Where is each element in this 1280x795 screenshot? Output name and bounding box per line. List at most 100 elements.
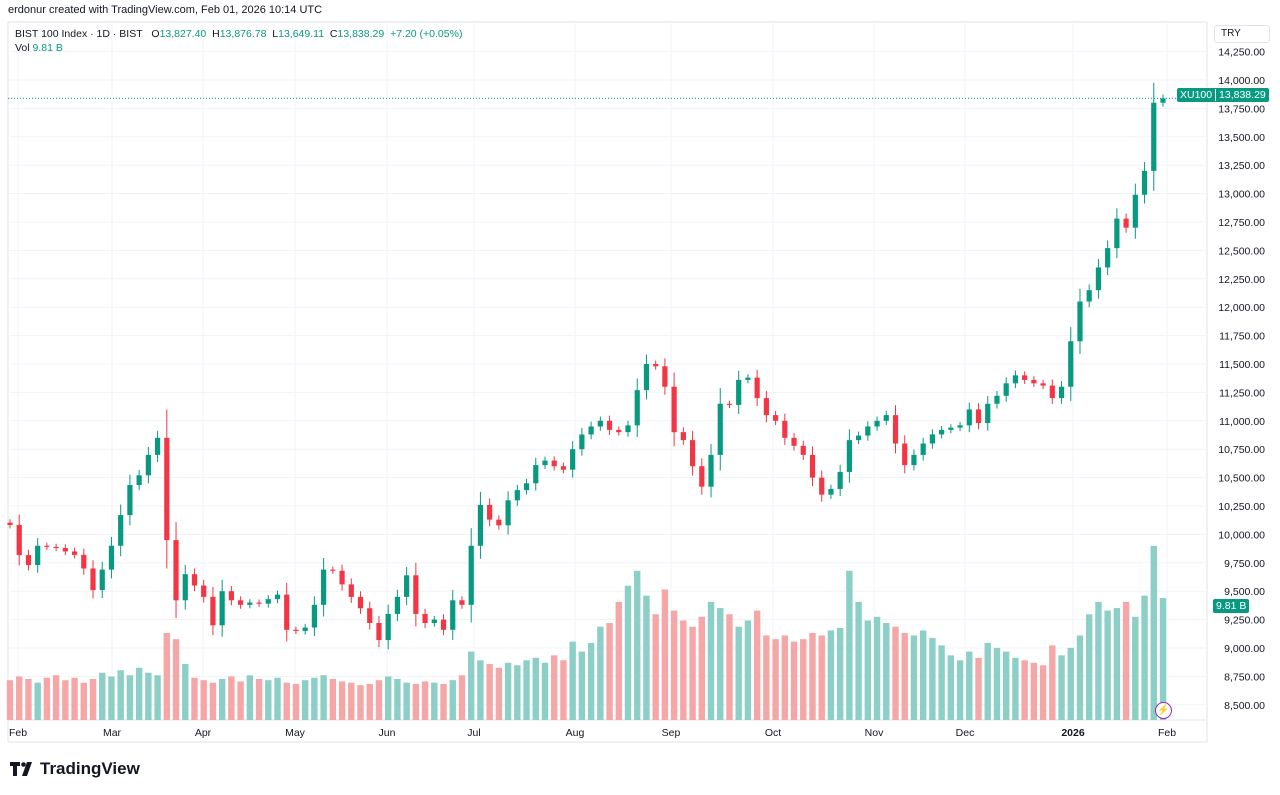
time-tick-label: Jun: [379, 727, 396, 739]
volume-bar: [1141, 595, 1148, 720]
volume-bar: [643, 595, 650, 720]
volume-bar: [246, 675, 254, 720]
candle-body: [643, 364, 650, 391]
candle-body: [1077, 301, 1083, 342]
volume-bar: [99, 672, 106, 720]
candle-body: [385, 613, 391, 641]
volume-bar: [836, 627, 844, 720]
lightning-icon[interactable]: ⚡: [1155, 702, 1172, 719]
volume-bar: [135, 667, 143, 720]
volume-bar: [80, 682, 87, 720]
candle-body: [662, 366, 668, 387]
time-tick-label: Feb: [9, 727, 27, 739]
price-tick-label: 8,500.00: [1224, 700, 1265, 712]
volume-bar: [274, 677, 281, 720]
volume-bar: [43, 677, 51, 720]
volume-bar: [89, 678, 97, 720]
volume-bar: [311, 677, 318, 720]
candle-body: [1141, 170, 1148, 195]
candle-body: [588, 426, 594, 435]
volume-bar: [16, 676, 23, 720]
volume-bar: [873, 616, 881, 720]
volume-bar: [375, 680, 383, 720]
candle-body: [228, 591, 234, 601]
candle-body: [1012, 375, 1019, 384]
candle-body: [348, 584, 354, 597]
volume-bar: [790, 641, 798, 720]
tradingview-logo[interactable]: TradingView: [10, 759, 140, 779]
candle-body: [201, 585, 207, 597]
volume-bar: [929, 637, 936, 720]
candle-body: [219, 591, 225, 626]
volume-bar: [1095, 601, 1102, 720]
volume-bar: [597, 626, 604, 720]
volume-bar: [910, 635, 918, 720]
candle-body: [570, 449, 576, 470]
candle-body: [1058, 386, 1065, 399]
volume-bar: [108, 676, 115, 720]
candle-body: [247, 602, 253, 605]
candle-body: [837, 471, 843, 489]
volume-bar: [707, 601, 715, 720]
price-tick-label: 11,250.00: [1219, 387, 1265, 399]
volume-bar: [1113, 608, 1121, 720]
candle-body: [892, 415, 899, 444]
volume-bar: [800, 639, 807, 720]
price-tick-label: 12,750.00: [1218, 217, 1265, 229]
volume-bar: [468, 651, 475, 720]
candle-body: [514, 490, 520, 501]
candle-body: [763, 398, 769, 416]
candle-body: [1160, 98, 1166, 103]
candle-body: [1049, 385, 1055, 399]
time-tick-label: Nov: [865, 727, 884, 739]
change-value: +7.20 (+0.05%): [390, 28, 463, 40]
candle-body: [689, 440, 696, 467]
volume-bar: [670, 610, 678, 720]
volume-label: Vol: [15, 42, 30, 54]
volume-tag: 9.81 B: [1213, 599, 1250, 613]
volume-bar: [1159, 598, 1167, 720]
candle-body: [699, 466, 705, 487]
candle-body: [422, 613, 428, 624]
price-tick-label: 9,500.00: [1224, 586, 1265, 598]
candle-body: [496, 519, 502, 526]
currency-button[interactable]: TRY: [1214, 25, 1270, 43]
volume-bar: [892, 626, 899, 720]
candle-body: [680, 432, 686, 441]
candle-body: [708, 454, 714, 487]
chart-legend: BIST 100 Index · 1D · BIST O13,827.40 H1…: [15, 27, 462, 55]
volume-bar: [6, 680, 14, 720]
volume-bar: [680, 620, 687, 720]
volume-bar: [301, 680, 309, 720]
volume-bar: [1086, 614, 1093, 720]
candle-body: [939, 429, 945, 435]
volume-bar: [744, 620, 752, 720]
candle-body: [985, 403, 991, 424]
candle-body: [25, 555, 32, 566]
volume-bar: [172, 639, 180, 720]
candle-body: [606, 420, 613, 430]
time-tick-label: Sep: [662, 727, 681, 739]
candle-body: [782, 420, 788, 438]
high-label: H: [212, 28, 220, 40]
volume-value: 9.81 B: [32, 42, 63, 54]
candle-body: [16, 524, 22, 556]
volume-bar: [634, 570, 641, 720]
price-tick-label: 13,250.00: [1218, 160, 1265, 172]
open-value: 13,827.40: [159, 28, 207, 40]
volume-bar: [384, 676, 392, 720]
candle-body: [1105, 248, 1111, 268]
candle-body: [994, 395, 1000, 404]
volume-bar: [984, 642, 991, 720]
volume-bar: [587, 642, 595, 720]
volume-bar: [689, 626, 696, 720]
candle-body: [256, 602, 262, 604]
volume-bar: [1049, 645, 1056, 720]
chart-canvas[interactable]: 14,250.00 14,000.00 13,750.00 13,500.00 13,2…: [0, 0, 1280, 750]
volume-bar: [883, 622, 890, 720]
candle-body: [238, 600, 244, 605]
price-tick-label: 9,250.00: [1224, 615, 1265, 627]
volume-bar: [661, 589, 669, 720]
volume-bar: [458, 675, 466, 720]
symbol-label[interactable]: BIST 100 Index · 1D · BIST: [15, 28, 143, 40]
